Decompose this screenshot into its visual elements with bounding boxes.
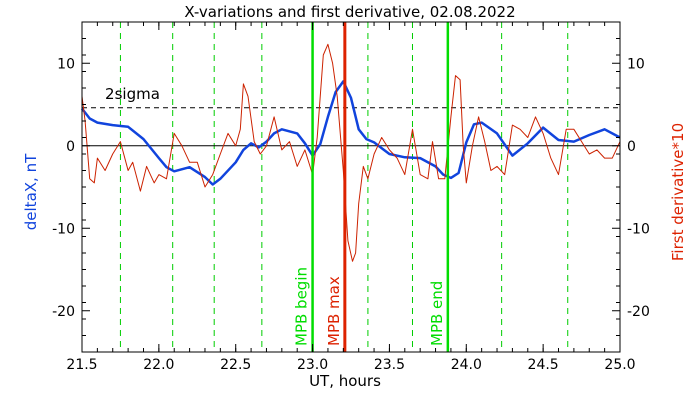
mpb-max-label: MPB max bbox=[325, 276, 343, 346]
x-tick-label: 22.5 bbox=[220, 357, 251, 373]
y-tick-label-left: -10 bbox=[52, 221, 75, 237]
sigma-label: 2sigma bbox=[105, 85, 160, 103]
y-axis-label-left: deltaX, nT bbox=[22, 153, 40, 230]
y-tick-label-left: 0 bbox=[66, 139, 75, 155]
x-tick-label: 25.0 bbox=[604, 357, 635, 373]
x-tick-label: 23.0 bbox=[297, 357, 328, 373]
x-tick-label: 24.5 bbox=[528, 357, 559, 373]
deltax-series-line bbox=[81, 80, 621, 186]
y-tick-label-left: 10 bbox=[57, 56, 75, 72]
y-tick-label-right: 10 bbox=[627, 56, 645, 72]
x-tick-label: 23.5 bbox=[374, 357, 405, 373]
mpb-end-label: MPB end bbox=[428, 281, 446, 346]
plot-frame bbox=[81, 21, 621, 353]
y-axis-label-right: First derivative*10 bbox=[669, 123, 687, 261]
y-tick-label-right: -20 bbox=[627, 304, 650, 320]
y-tick-label-left: -20 bbox=[52, 304, 75, 320]
derivative-series-line bbox=[81, 43, 621, 262]
x-tick-label: 24.0 bbox=[451, 357, 482, 373]
mpb-begin-label: MPB begin bbox=[293, 267, 311, 346]
x-tick-label: 21.5 bbox=[66, 357, 97, 373]
y-tick-label-right: -10 bbox=[627, 221, 650, 237]
x-axis-label: UT, hours bbox=[309, 372, 381, 390]
y-tick-label-right: 0 bbox=[627, 139, 636, 155]
x-tick-label: 22.0 bbox=[143, 357, 174, 373]
plot-area: 2sigma MPB begin MPB max MPB end 21.5 22.0 22.… bbox=[52, 21, 650, 373]
chart-title: X-variations and first derivative, 02.08… bbox=[184, 3, 515, 21]
